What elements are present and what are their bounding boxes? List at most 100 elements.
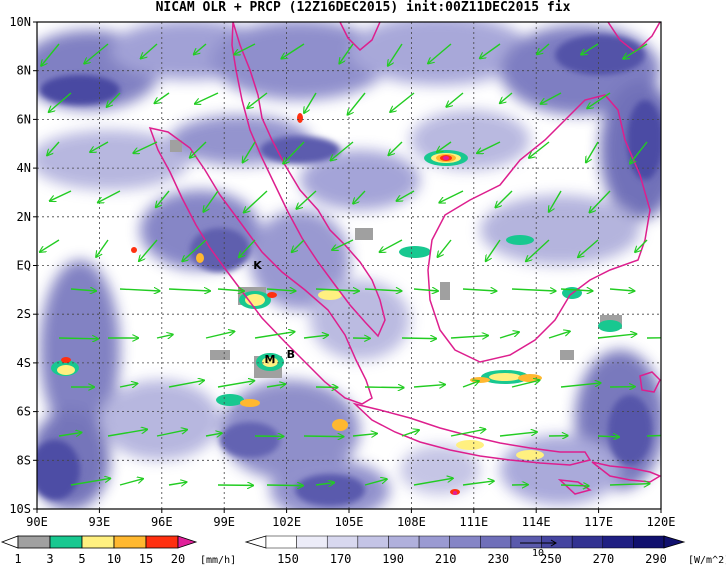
wind-vector xyxy=(581,43,599,55)
wind-vector xyxy=(330,141,354,161)
latitude-axis: 10N 8N 6N 4N 2N EQ 2S 4S 6S 8S 10S xyxy=(9,15,37,516)
wind-vector xyxy=(205,331,235,339)
wind-vector xyxy=(194,43,207,55)
wind-vector xyxy=(477,141,501,153)
olr-cb-low-arrow xyxy=(244,535,267,549)
map-title: NICAM OLR + PRCP (12Z16DEC2015) init:00Z… xyxy=(155,0,571,15)
wind-vector xyxy=(119,289,160,291)
olr-cb-label: 150 xyxy=(277,552,299,566)
wind-vector xyxy=(396,190,415,201)
precip-cb-label: 1 xyxy=(14,552,21,566)
wind-vector xyxy=(413,385,445,387)
olr-colorbar: 150 170 190 210 230 250 270 290 [W/m^2] 10 xyxy=(244,535,726,566)
wind-vector xyxy=(379,239,403,252)
wind-vector xyxy=(437,239,452,257)
olr-field xyxy=(37,22,661,509)
wind-vector xyxy=(283,141,305,164)
wind-vector xyxy=(560,289,593,291)
olr-cb-swatch xyxy=(357,535,389,549)
olr-cb-swatch xyxy=(510,535,542,549)
wind-vector xyxy=(630,141,648,164)
wind-vector xyxy=(49,92,72,112)
wind-vector xyxy=(303,335,328,338)
wind-vector xyxy=(609,289,635,291)
wind-vector xyxy=(266,485,303,486)
sumatra-coast xyxy=(148,126,373,405)
wind-vector xyxy=(549,190,562,212)
wind-vector xyxy=(597,334,637,339)
wind-vector xyxy=(413,478,453,486)
reference-vector-label: 10 xyxy=(532,548,544,559)
olr-cb-unit: [W/m^2] xyxy=(688,555,726,566)
olr-cb-swatch xyxy=(602,535,634,549)
wind-vector xyxy=(511,380,540,388)
lat-tick-label: 2S xyxy=(17,307,31,321)
wind-vector xyxy=(635,239,648,252)
wind-vector xyxy=(450,336,488,338)
precip-cb-low-arrow xyxy=(0,535,19,549)
wind-vector xyxy=(529,141,550,158)
wind-vector xyxy=(437,141,452,152)
wind-vector xyxy=(462,481,494,486)
olr-cb-swatch xyxy=(633,535,665,549)
place-label: B xyxy=(287,348,295,361)
olr-cb-swatch xyxy=(388,535,420,549)
wind-vector xyxy=(446,92,464,107)
lon-tick-label: 111E xyxy=(459,515,488,529)
wind-vectors xyxy=(40,43,661,486)
wind-vector xyxy=(578,239,599,257)
wind-vector xyxy=(439,190,464,203)
precip-cb-label: 10 xyxy=(107,552,121,566)
lat-tick-label: 8N xyxy=(17,64,31,78)
olr-cb-label: 170 xyxy=(330,552,352,566)
precip-cb-label: 15 xyxy=(139,552,153,566)
wind-vector xyxy=(156,190,170,208)
wind-vector xyxy=(480,43,501,59)
wind-vector xyxy=(50,190,72,201)
wind-vector xyxy=(486,239,501,261)
island-east-b xyxy=(557,479,592,495)
precip-cb-high-arrow xyxy=(177,535,198,549)
reference-vector-head xyxy=(550,539,557,547)
wind-vector xyxy=(609,484,650,485)
olr-cb-swatch xyxy=(449,535,481,549)
olr-cb-swatch xyxy=(296,535,328,549)
olr-cb-swatch xyxy=(418,535,450,549)
place-labels: K M B xyxy=(253,259,295,366)
wind-vector xyxy=(58,432,82,436)
olr-cb-swatch xyxy=(571,535,604,549)
wind-vector xyxy=(234,43,256,55)
lat-tick-label: 6N xyxy=(17,112,31,126)
wind-vector xyxy=(40,239,60,252)
wind-vector xyxy=(401,430,419,437)
lat-tick-label: 10S xyxy=(9,502,31,516)
wind-vector xyxy=(428,43,452,64)
wind-vector xyxy=(296,190,317,209)
wind-vector xyxy=(70,478,111,486)
lon-tick-label: 90E xyxy=(26,515,48,529)
wind-vector xyxy=(168,380,204,388)
wind-vector xyxy=(623,43,648,59)
olr-cb-swatch xyxy=(326,535,359,549)
lat-tick-label: 2N xyxy=(17,210,31,224)
olr-cb-swatch xyxy=(541,535,573,549)
wind-vector xyxy=(96,239,109,257)
precip-colorbar: 1 3 5 10 15 20 [mm/h] xyxy=(0,535,236,566)
wind-vector xyxy=(353,190,366,204)
wind-vector xyxy=(84,43,109,64)
precip-cb-swatch xyxy=(113,535,147,549)
wind-vector xyxy=(587,92,611,108)
wind-vector xyxy=(450,429,486,437)
borneo-coast xyxy=(427,94,651,363)
wind-vector xyxy=(537,43,550,55)
wind-vector xyxy=(195,92,219,104)
wind-vector xyxy=(47,141,60,156)
wind-vector xyxy=(339,43,354,64)
lon-tick-label: 117E xyxy=(584,515,613,529)
olr-cb-label: 190 xyxy=(382,552,404,566)
precip-cb-swatch xyxy=(49,535,83,549)
place-label: M xyxy=(264,353,275,366)
wind-vector xyxy=(247,92,268,108)
wind-vector xyxy=(90,141,109,152)
